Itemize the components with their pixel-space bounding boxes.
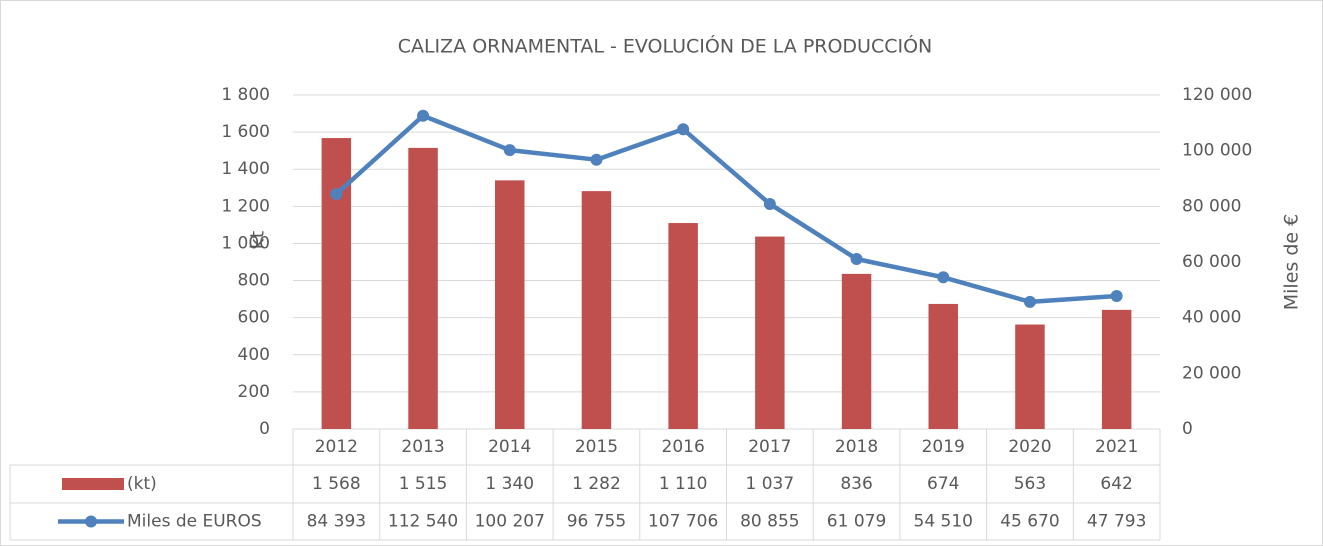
line-marker	[417, 109, 430, 122]
data-label: 107 706	[648, 512, 718, 532]
line-marker	[1110, 289, 1123, 302]
y2-tick-label: 100 000	[1182, 141, 1252, 161]
data-label: 54 510	[914, 512, 973, 532]
y-tick-label: 0	[259, 419, 270, 439]
data-label: 112 540	[388, 512, 458, 532]
y-tick-label: 1 200	[221, 196, 270, 216]
y-tick-label: 800	[238, 271, 270, 291]
bar	[581, 191, 612, 429]
line-marker	[503, 144, 516, 157]
x-tick-label: 2013	[401, 437, 444, 457]
bar	[1101, 309, 1132, 429]
data-label: 100 207	[475, 512, 545, 532]
y-tick-label: 200	[238, 382, 270, 402]
y2-axis-label: Miles de €	[1281, 214, 1303, 310]
x-tick-label: 2017	[748, 437, 791, 457]
y-tick-label: 1 400	[221, 159, 270, 179]
data-label: 1 340	[485, 474, 534, 494]
legend-swatch	[62, 478, 124, 490]
bar	[408, 147, 438, 429]
line-marker	[677, 123, 690, 136]
data-label: 80 855	[740, 512, 799, 532]
data-label: 84 393	[307, 512, 366, 532]
data-label: 642	[1100, 474, 1132, 494]
y2-tick-label: 80 000	[1182, 196, 1241, 216]
chart-title: CALIZA ORNAMENTAL - EVOLUCIÓN DE LA PROD…	[398, 34, 933, 58]
line-marker	[937, 271, 950, 284]
line-marker	[590, 153, 603, 166]
bar	[1015, 324, 1045, 429]
y2-tick-label: 40 000	[1182, 308, 1241, 328]
x-tick-label: 2020	[1008, 437, 1051, 457]
x-tick-label: 2021	[1095, 437, 1138, 457]
data-label: 836	[840, 474, 872, 494]
bar	[841, 273, 872, 429]
line-marker	[850, 252, 863, 265]
y2-tick-label: 0	[1182, 419, 1193, 439]
data-label: 1 282	[572, 474, 621, 494]
data-label: 1 515	[399, 474, 448, 494]
data-label: 61 079	[827, 512, 886, 532]
bar	[928, 303, 958, 429]
line-marker	[763, 197, 776, 210]
y-tick-label: 1 800	[221, 85, 270, 105]
x-tick-label: 2018	[835, 437, 878, 457]
y-axis-label: kt	[247, 231, 269, 249]
data-label: 1 568	[312, 474, 361, 494]
line-marker	[1023, 295, 1036, 308]
legend-marker	[85, 515, 97, 528]
legend-label: (kt)	[127, 474, 157, 494]
y-tick-label: 1 600	[221, 122, 270, 142]
data-label: 1 037	[746, 474, 795, 494]
y2-tick-label: 120 000	[1182, 85, 1252, 105]
data-label: 674	[927, 474, 959, 494]
data-label: 563	[1014, 474, 1046, 494]
y-tick-label: 600	[238, 308, 270, 328]
x-tick-label: 2019	[922, 437, 965, 457]
bar	[755, 236, 785, 429]
data-label: 45 670	[1000, 512, 1059, 532]
y2-tick-label: 60 000	[1182, 252, 1241, 272]
data-label: 1 110	[659, 474, 708, 494]
bar	[668, 223, 698, 429]
bar	[495, 180, 525, 429]
data-label: 47 793	[1087, 512, 1146, 532]
x-tick-label: 2012	[315, 437, 358, 457]
bar	[321, 138, 352, 429]
y2-tick-label: 20 000	[1182, 363, 1241, 383]
x-tick-label: 2015	[575, 437, 618, 457]
y-tick-label: 400	[238, 345, 270, 365]
line	[334, 113, 1117, 305]
data-label: 96 755	[567, 512, 626, 532]
line-marker	[330, 188, 343, 201]
x-tick-label: 2014	[488, 437, 531, 457]
legend-label: Miles de EUROS	[127, 512, 262, 532]
x-tick-label: 2016	[662, 437, 705, 457]
y-tick-label: 1 000	[221, 233, 270, 253]
